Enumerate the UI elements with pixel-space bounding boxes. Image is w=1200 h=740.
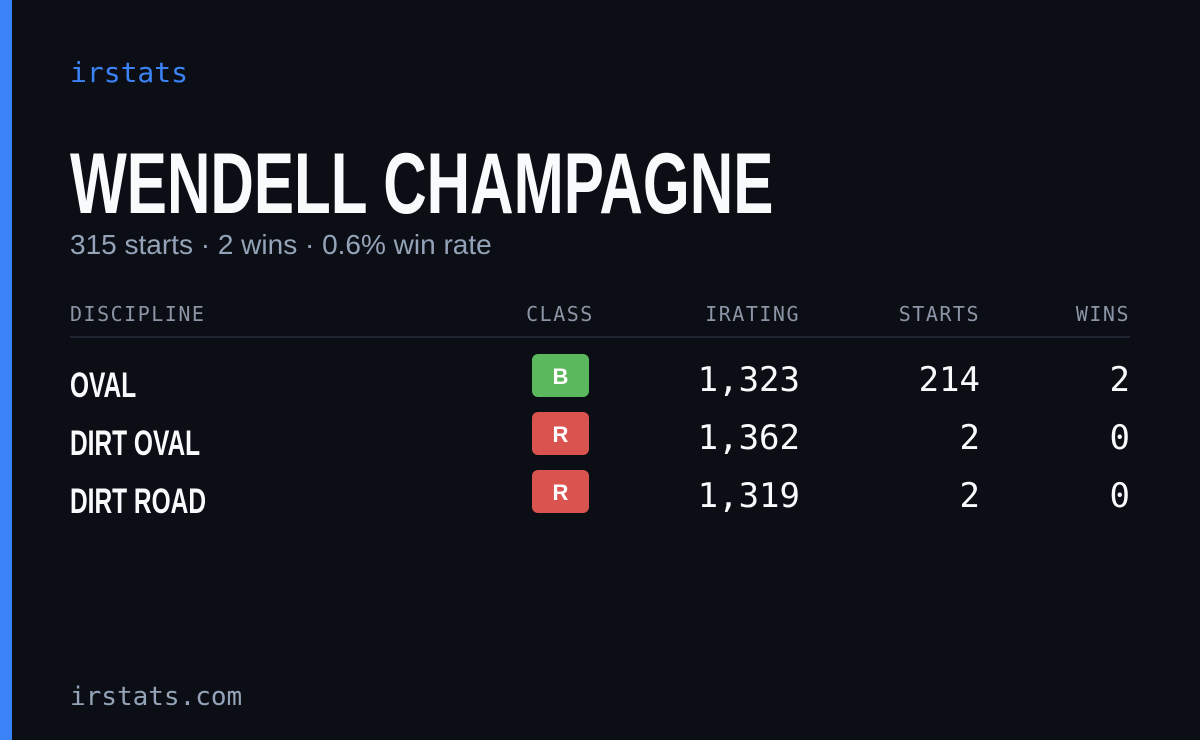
- column-header: DISCIPLINE: [70, 302, 205, 326]
- starts: 2: [960, 418, 980, 458]
- column-header: IRATING: [705, 302, 800, 326]
- irating: 1,319: [698, 476, 800, 516]
- column-header: CLASS: [526, 302, 594, 326]
- wins: 0: [1110, 418, 1130, 458]
- summary: 315 starts · 2 wins · 0.6% win rate: [70, 229, 492, 260]
- discipline: DIRT OVAL: [70, 425, 200, 463]
- class-badge: [532, 354, 589, 397]
- discipline: OVAL: [70, 367, 136, 405]
- player-name: WENDELL CHAMPAGNE: [70, 135, 773, 231]
- wins: 2: [1110, 360, 1130, 400]
- class-badge: [532, 412, 589, 455]
- starts: 214: [919, 360, 980, 400]
- starts: 2: [960, 476, 980, 516]
- class-letter: R: [553, 480, 569, 505]
- irating: 1,323: [698, 360, 800, 400]
- column-header: WINS: [1076, 302, 1130, 326]
- irating: 1,362: [698, 418, 800, 458]
- column-header: STARTS: [899, 302, 980, 326]
- footer: irstats.com: [70, 682, 242, 712]
- class-badge: [532, 470, 589, 513]
- accent-bar: [0, 0, 12, 740]
- wins: 0: [1110, 476, 1130, 516]
- brand: irstats: [70, 56, 188, 89]
- class-letter: B: [553, 364, 569, 389]
- class-letter: R: [553, 422, 569, 447]
- discipline: DIRT ROAD: [70, 483, 206, 521]
